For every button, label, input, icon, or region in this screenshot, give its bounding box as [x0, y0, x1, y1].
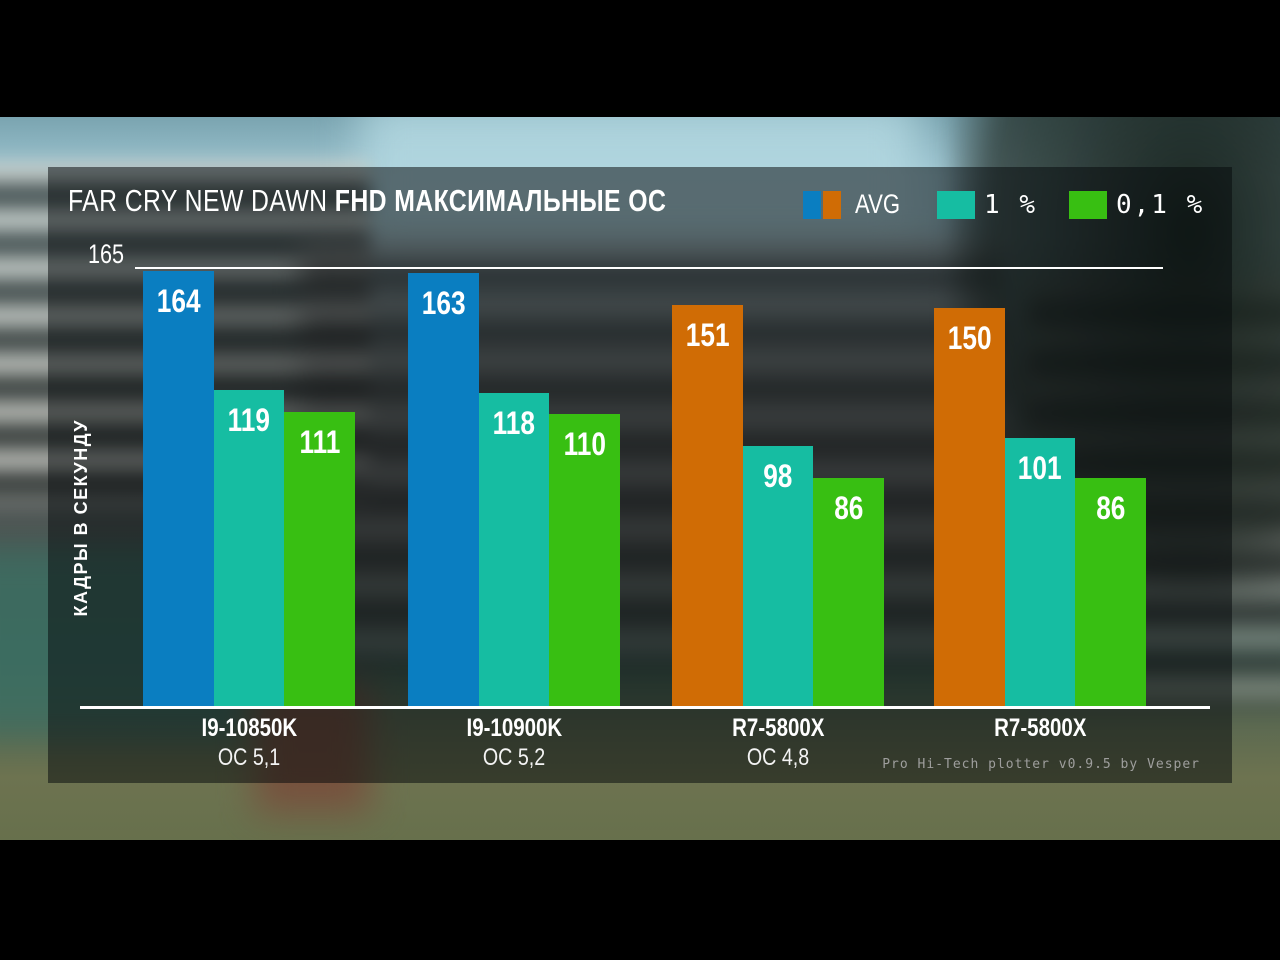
category-oc-label: OC 4,8 [746, 744, 810, 771]
category-label-3: R7-5800X [934, 713, 1146, 743]
legend-swatch-avg-amd [823, 190, 841, 219]
chart-panel: FAR CRY NEW DAWN FHD МАКСИМАЛЬНЫЕ OC AVG… [48, 167, 1232, 783]
category-cpu-name: I9-10900K [466, 714, 562, 742]
bar-1 %-R7-5800X: 98 [742, 446, 814, 707]
bar-value-label: 111 [299, 424, 341, 460]
letterbox-top [0, 0, 1280, 117]
bar-0,1 %-I9-10900K: 110 [549, 414, 621, 707]
x-axis-line [80, 706, 1210, 709]
bar-group-1: 163 118 110 [408, 273, 621, 707]
bar-group-2: 151 98 86 [672, 305, 885, 707]
legend-item-1pct: 1 % [937, 190, 1037, 220]
category-cpu-name: R7-5800X [993, 714, 1087, 742]
bar-0,1 %-I9-10850K: 111 [284, 412, 356, 707]
chart-title: FAR CRY NEW DAWN FHD МАКСИМАЛЬНЫЕ OC [68, 183, 816, 219]
category-label-2: R7-5800X OC 4,8 [672, 713, 884, 773]
bar-groups: 164 119 111 163 118 110 151 98 86 150 101 86 [80, 268, 1210, 707]
legend-label-1pct: 1 % [984, 189, 1037, 220]
bar-0,1 %-R7-5800X: 86 [1075, 478, 1147, 707]
bar-value-label: 86 [834, 490, 864, 526]
gridline-165 [135, 267, 1163, 269]
bar-value-label: 98 [763, 458, 793, 494]
title-settings: FHD МАКСИМАЛЬНЫЕ OC [334, 183, 667, 218]
category-label-1: I9-10900K OC 5,2 [408, 713, 620, 773]
bar-1 %-I9-10850K: 119 [213, 390, 285, 707]
bar-1 %-R7-5800X: 101 [1004, 438, 1076, 707]
legend-item-01pct: 0,1 % [1068, 189, 1205, 220]
bar-AVG-I9-10850K: 164 [143, 271, 214, 707]
bar-value-label: 118 [492, 405, 536, 441]
category-labels: I9-10850K OC 5,1 I9-10900K OC 5,2 R7-5800X OC… [48, 713, 1232, 783]
bar-value-label: 119 [227, 402, 271, 438]
bar-AVG-R7-5800X: 151 [672, 305, 743, 707]
plotter-credit: Pro Hi-Tech plotter v0.9.5 by Vesper [882, 757, 1200, 772]
bar-value-label: 164 [156, 283, 201, 319]
category-oc-label: OC 5,2 [482, 744, 546, 771]
title-game: FAR CRY NEW DAWN [68, 183, 328, 218]
bar-value-label: 150 [947, 320, 992, 356]
category-oc-label: OC 5,1 [217, 744, 281, 771]
bar-0,1 %-R7-5800X: 86 [813, 478, 885, 707]
legend: AVG 1 % 0,1 % [803, 189, 1204, 220]
legend-label-avg: AVG [854, 189, 901, 219]
bar-AVG-I9-10900K: 163 [408, 273, 479, 707]
bar-1 %-I9-10900K: 118 [478, 393, 550, 707]
bar-value-label: 110 [563, 426, 606, 462]
legend-swatch-1pct [937, 190, 976, 219]
bar-value-label: 163 [421, 285, 466, 321]
legend-label-01pct: 0,1 % [1115, 189, 1205, 220]
bar-group-3: 150 101 86 [934, 308, 1147, 707]
letterbox-bottom [0, 840, 1280, 960]
category-label-0: I9-10850K OC 5,1 [143, 713, 355, 773]
category-cpu-name: I9-10850K [201, 714, 297, 742]
y-axis-max-label: 165 [88, 239, 125, 269]
legend-item-avg: AVG [803, 189, 905, 220]
bar-value-label: 151 [685, 317, 730, 353]
legend-swatch-avg [803, 190, 841, 219]
bar-value-label: 86 [1096, 490, 1126, 526]
legend-swatch-avg-intel [803, 190, 821, 219]
legend-swatch-01pct [1068, 190, 1107, 219]
bar-group-0: 164 119 111 [143, 271, 356, 707]
category-cpu-name: R7-5800X [731, 714, 825, 742]
bar-AVG-R7-5800X: 150 [934, 308, 1005, 707]
bar-value-label: 101 [1018, 450, 1062, 486]
